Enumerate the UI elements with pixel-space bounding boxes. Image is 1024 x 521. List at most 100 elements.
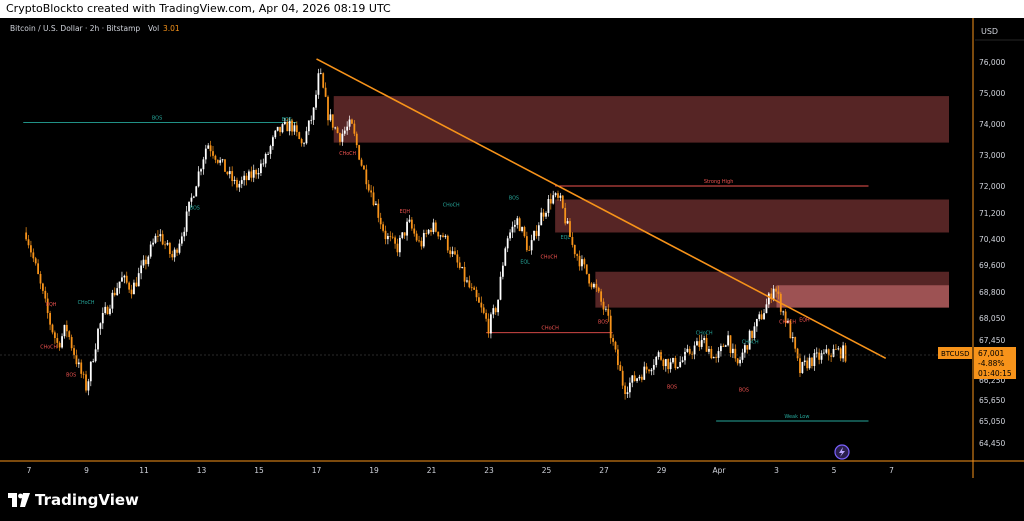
candle-body	[741, 352, 744, 360]
candle-body	[82, 373, 85, 375]
candle-body	[200, 169, 202, 172]
candle-body	[109, 308, 111, 315]
trendline-layer	[316, 58, 887, 360]
candle-body	[300, 139, 303, 144]
candle-body	[231, 171, 234, 182]
currency-label: USD	[981, 27, 998, 36]
candle-body	[731, 348, 734, 354]
candle-body	[835, 349, 837, 350]
candle-body	[451, 251, 454, 255]
candle-body	[609, 315, 612, 339]
candle-body	[463, 266, 466, 282]
volume-legend-value: 3.01	[163, 24, 180, 33]
candle-body	[705, 338, 708, 352]
time-axis[interactable]: 7 9 11 13 15 17 19 21 23 25 27 29 Apr 3 5 7	[27, 466, 895, 475]
candle-body	[772, 288, 775, 300]
price-tick-label: 64,450	[979, 439, 1005, 448]
price-tick-label: 76,000	[979, 58, 1005, 67]
candle-body	[207, 145, 210, 149]
structure-mark: EQL	[520, 259, 530, 265]
price-axis[interactable]: 76,000 75,000 74,000 73,000 72,000 71,200 70,4…	[979, 58, 1005, 448]
candle-body	[569, 221, 571, 237]
candle-body	[482, 307, 485, 313]
candle-body	[487, 318, 490, 334]
candle-body	[279, 126, 281, 133]
candle-body	[386, 236, 389, 240]
candle-body	[789, 320, 792, 339]
candle-body	[183, 231, 186, 237]
candle-body	[406, 221, 408, 236]
candle-body	[367, 184, 370, 191]
candle-body	[743, 345, 746, 353]
candle-body	[499, 276, 502, 300]
candle-body	[585, 264, 588, 274]
price-tick-label: 75,000	[979, 89, 1005, 98]
candle-body	[130, 289, 133, 295]
candle-body	[547, 199, 550, 213]
candle-body	[61, 336, 63, 348]
candle-body	[535, 230, 538, 236]
candle-body	[30, 245, 32, 253]
candle-body	[765, 304, 768, 314]
candle-body	[236, 179, 238, 188]
lightning-icon[interactable]	[834, 444, 850, 460]
time-tick-label: 5	[832, 466, 837, 475]
candle-body	[121, 277, 123, 282]
structure-level-label: Weak Low	[784, 414, 809, 420]
candle-body	[631, 375, 634, 383]
candle-body	[540, 212, 543, 226]
candle-body	[133, 282, 135, 295]
candle-body	[576, 254, 579, 256]
candle-body	[796, 348, 799, 359]
structure-mark: BOS	[739, 388, 749, 394]
candle-body	[442, 235, 444, 238]
candle-body	[753, 326, 756, 338]
candle-body	[401, 232, 404, 238]
candle-body	[748, 330, 751, 350]
candle-body	[784, 311, 787, 323]
structure-mark: BOS	[509, 196, 519, 202]
candle-body	[164, 244, 166, 246]
candle-body	[530, 240, 533, 251]
candle-body	[250, 171, 253, 178]
candle-body	[101, 312, 104, 324]
candle-body	[676, 366, 679, 369]
structure-mark: CHoCH	[742, 339, 759, 345]
candle-body	[212, 151, 214, 156]
candle-body	[389, 236, 392, 237]
price-tick-label: 69,600	[979, 261, 1005, 270]
candle-body	[770, 293, 773, 300]
candle-body	[808, 357, 811, 369]
candle-body	[384, 230, 387, 240]
supply-zone	[333, 96, 949, 143]
candle-body	[156, 235, 159, 237]
candle-body	[87, 381, 90, 391]
candle-body	[700, 340, 703, 347]
candle-body	[456, 254, 459, 263]
candle-body	[382, 224, 385, 231]
candle-body	[638, 376, 641, 379]
candle-body	[168, 242, 171, 255]
supply-zone	[776, 285, 949, 308]
structure-mark: CHoCH	[40, 344, 57, 350]
candle-body	[252, 169, 255, 178]
candle-body	[485, 312, 488, 319]
structure-mark: EQH	[400, 209, 411, 215]
candle-body	[839, 348, 842, 359]
candle-body	[470, 287, 473, 289]
candle-body	[298, 132, 301, 140]
candle-body	[317, 73, 320, 95]
candle-body	[94, 349, 97, 362]
candle-body	[319, 73, 322, 75]
candle-body	[621, 370, 624, 386]
candle-body	[830, 355, 833, 357]
candle-body	[346, 126, 349, 131]
candle-body	[693, 345, 696, 355]
candle-body	[645, 366, 648, 370]
candle-body	[475, 289, 478, 298]
candle-body	[626, 392, 629, 395]
candle-body	[125, 275, 128, 283]
candle-body	[70, 337, 73, 349]
candle-body	[358, 145, 361, 160]
